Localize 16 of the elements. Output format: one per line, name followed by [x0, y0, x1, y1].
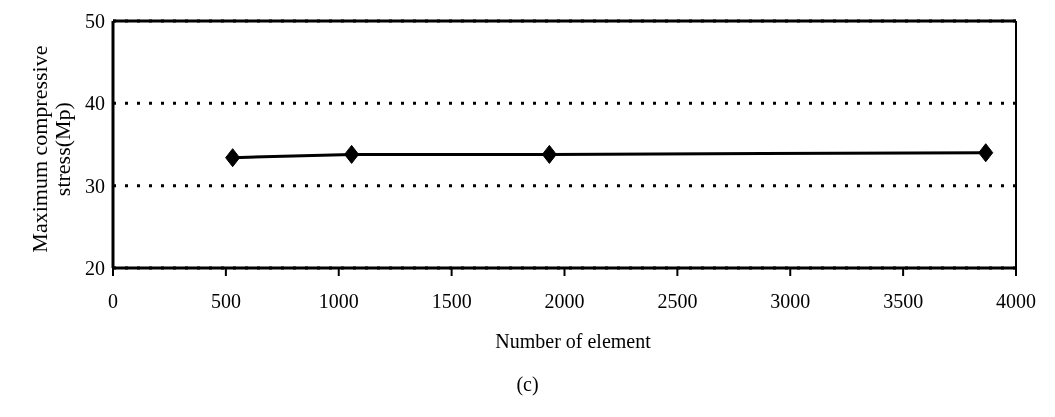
text: (c)	[515, 373, 540, 396]
x-tick-label: 0	[108, 290, 118, 313]
x-tick-label: 2000	[544, 290, 585, 313]
x-tick-label: 2500	[657, 290, 698, 313]
y-axis-title: Maximum compressive stress(Mp)	[26, 44, 75, 255]
y-tick-label: 20	[85, 257, 105, 280]
x-tick-label: 1000	[318, 290, 359, 313]
x-tick-label: 4000	[996, 290, 1036, 313]
y-tick-label: 30	[85, 174, 105, 197]
x-tick-label: 3000	[770, 290, 811, 313]
x-axis-title: Number of element	[494, 330, 652, 353]
x-tick-label: 500	[210, 290, 241, 313]
x-tick-label: 3500	[883, 290, 924, 313]
x-tick-label: 1500	[431, 290, 472, 313]
y-tick-label: 40	[85, 92, 105, 115]
y-tick-label: 50	[85, 10, 105, 33]
